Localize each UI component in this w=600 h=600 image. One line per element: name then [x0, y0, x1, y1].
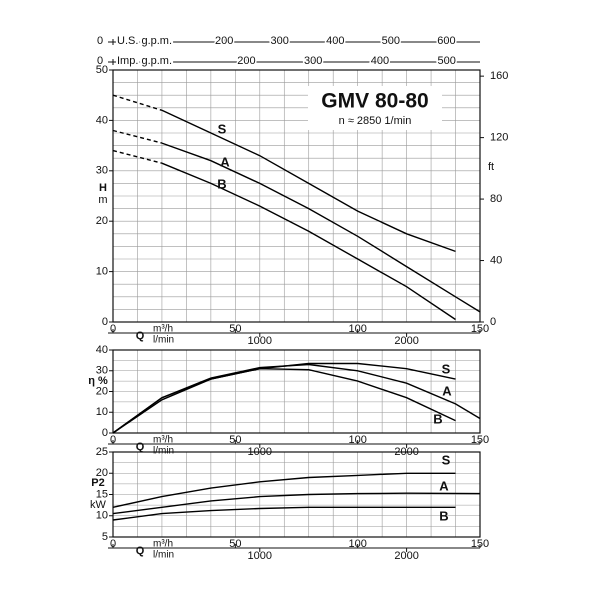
curve-label: S [442, 361, 451, 376]
curve-label: A [220, 154, 230, 169]
y-tick-label: 10 [96, 406, 108, 418]
top-tick-label: 500 [382, 35, 400, 47]
y-axis-unit: m [98, 194, 107, 206]
y-tick-label: 10 [96, 266, 108, 278]
top-tick-label: 200 [215, 35, 233, 47]
x2-axis-unit: l/min [153, 550, 174, 561]
top-tick-label: 400 [326, 35, 344, 47]
top-axis-label: U.S. g.p.m. [117, 35, 172, 47]
y-tick-label: 15 [96, 488, 108, 500]
y2-tick-label: 120 [490, 132, 508, 144]
chart-subtitle: n ≈ 2850 1/min [339, 115, 412, 127]
curve [112, 472, 456, 508]
top-tick-label: 300 [304, 55, 322, 67]
x-tick-label: 100 [348, 434, 366, 446]
curve-label: A [439, 478, 449, 493]
x2-axis-unit: l/min [153, 446, 174, 457]
curve-label: B [433, 411, 442, 426]
y-tick-label: 30 [96, 165, 108, 177]
curve [161, 142, 481, 313]
x-tick-label: 150 [471, 434, 489, 446]
y2-axis-label: ft [488, 161, 494, 173]
y-tick-label: 20 [96, 385, 108, 397]
x-tick-label: 100 [348, 323, 366, 335]
top-tick-label: 0 [97, 55, 103, 67]
x-axis-label: Q [136, 545, 145, 557]
x2-axis-unit: l/min [153, 335, 174, 346]
top-tick-label: 0 [97, 35, 103, 47]
top-tick-label: 500 [438, 55, 456, 67]
y-tick-label: 20 [96, 467, 108, 479]
top-tick-label: 200 [237, 55, 255, 67]
y-axis-label: η % [88, 375, 108, 387]
top-tick-label: 400 [371, 55, 389, 67]
x-axis-unit: m³/h [153, 539, 173, 550]
x-tick-label: 50 [229, 538, 241, 550]
y-tick-label: 0 [102, 427, 108, 439]
curve [112, 506, 456, 521]
x-axis-unit: m³/h [153, 324, 173, 335]
x-tick-label: 50 [229, 434, 241, 446]
x2-tick-label: 1000 [248, 550, 272, 562]
y-axis-label: H [99, 182, 107, 194]
y2-tick-label: 0 [490, 316, 496, 328]
x2-tick-label: 2000 [394, 335, 418, 347]
y-axis-unit: kW [90, 499, 107, 511]
curve [112, 367, 456, 434]
y-tick-label: 5 [102, 531, 108, 543]
y-tick-label: 30 [96, 365, 108, 377]
x-tick-label: 50 [229, 323, 241, 335]
curve [112, 129, 163, 144]
plot-frame [112, 69, 481, 323]
x-axis-unit: m³/h [153, 435, 173, 446]
curve-label: S [218, 121, 227, 136]
y-axis-label: P2 [91, 477, 104, 489]
curve [161, 109, 456, 253]
y-tick-label: 0 [102, 316, 108, 328]
curve-label: B [439, 508, 448, 523]
top-tick-label: 300 [271, 35, 289, 47]
y2-tick-label: 40 [490, 254, 502, 266]
curve [161, 162, 456, 321]
x-tick-label: 0 [110, 434, 116, 446]
x2-tick-label: 2000 [394, 550, 418, 562]
y2-tick-label: 160 [490, 70, 508, 82]
x-axis-label: Q [136, 441, 145, 453]
title-box [308, 86, 442, 130]
y-tick-label: 40 [96, 114, 108, 126]
x-tick-label: 150 [471, 323, 489, 335]
curve [112, 492, 481, 515]
y-tick-label: 40 [96, 344, 108, 356]
y2-tick-label: 80 [490, 193, 502, 205]
curve-label: A [442, 383, 452, 398]
y-tick-label: 25 [96, 446, 108, 458]
chart-title: GMV 80-80 [321, 90, 428, 113]
curve [112, 149, 163, 164]
x2-tick-label: 1000 [248, 335, 272, 347]
curve [112, 94, 163, 111]
x-tick-label: 150 [471, 538, 489, 550]
x-axis-label: Q [136, 330, 145, 342]
curve-label: B [217, 176, 226, 191]
top-axis-label: Imp. g.p.m. [117, 55, 172, 67]
y-tick-label: 10 [96, 510, 108, 522]
x-tick-label: 100 [348, 538, 366, 550]
curve [112, 363, 481, 434]
curve-label: S [442, 452, 451, 467]
top-tick-label: 600 [437, 35, 455, 47]
y-tick-label: 20 [96, 215, 108, 227]
x-tick-label: 0 [110, 323, 116, 335]
x-tick-label: 0 [110, 538, 116, 550]
y-tick-label: 50 [96, 64, 108, 76]
